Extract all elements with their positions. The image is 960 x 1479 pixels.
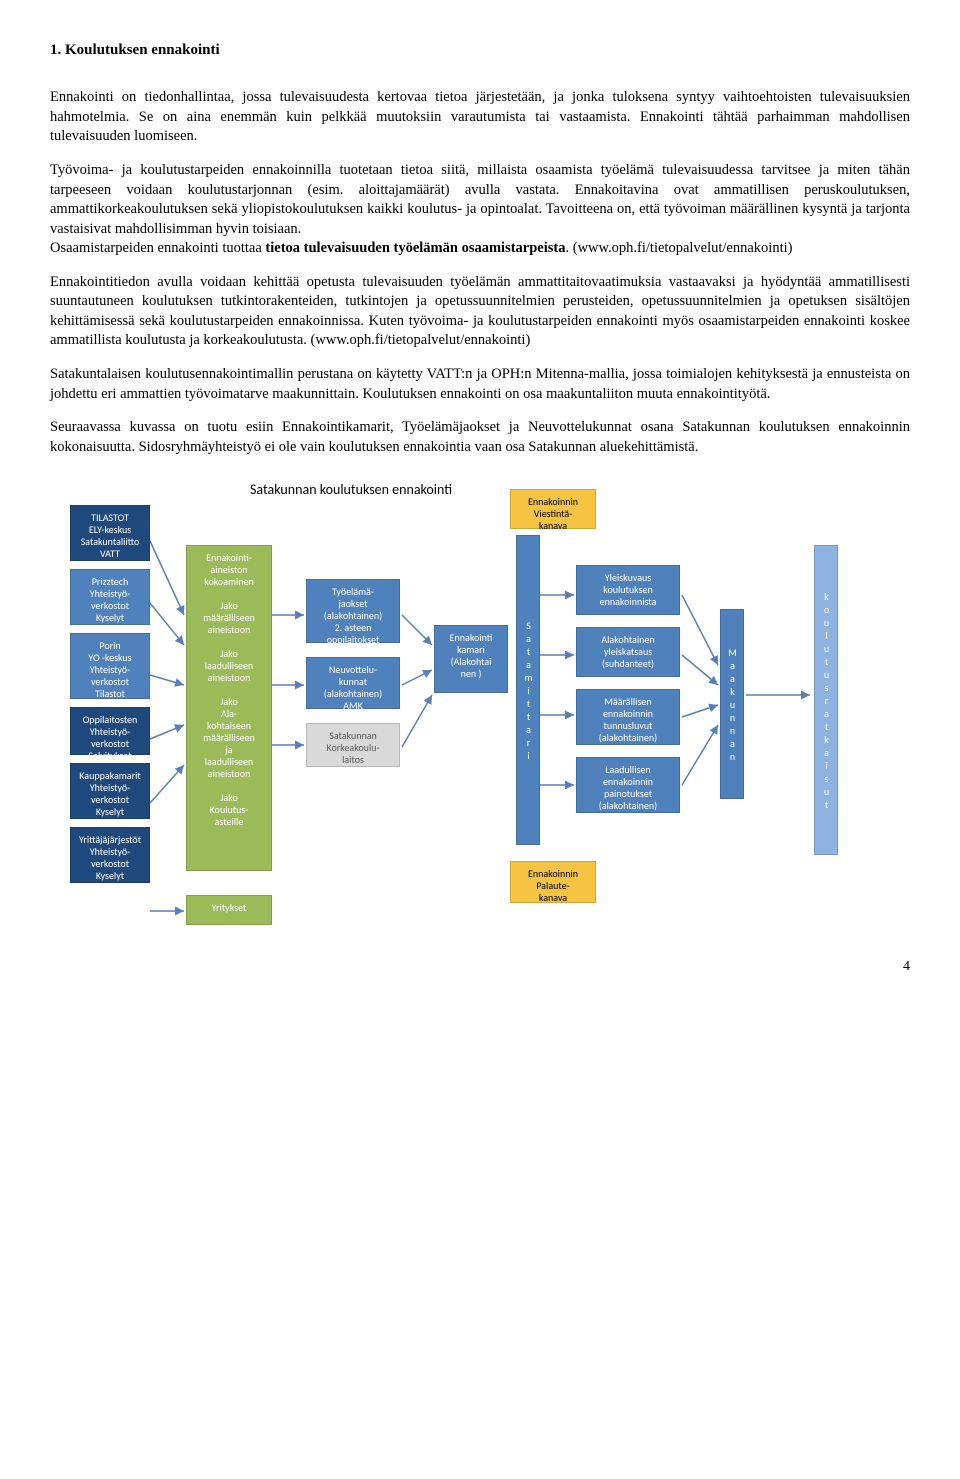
diagram-arrows — [50, 485, 910, 955]
diagram-node: Alakohtainenyleiskatsaus(suhdanteet) — [576, 627, 680, 677]
document-page: 1. Koulutuksen ennakointi Ennakointi on … — [0, 0, 960, 995]
page-title: 1. Koulutuksen ennakointi — [50, 40, 910, 60]
para-3-bold: tietoa tulevaisuuden työelämän osaamista… — [265, 240, 565, 256]
para-6: Seuraavassa kuvassa on tuotu esiin Ennak… — [50, 418, 910, 457]
para-5: Satakuntalaisen koulutusennakointimallin… — [50, 365, 910, 404]
col2-main-node: Ennakointi-aineistonkokoaminenJakomääräl… — [186, 545, 272, 871]
col2-bottom-node: Yritykset — [186, 895, 272, 925]
para-2: Työvoima- ja koulutustarpeiden ennakoinn… — [50, 161, 910, 259]
col4-kamari-node: Ennakointikamari(Alakohtainen ) — [434, 625, 508, 693]
diagram-title: Satakunnan koulutuksen ennakointi — [250, 481, 452, 500]
diagram-node: OppilaitostenYhteistyö-verkostotSelvityk… — [70, 707, 150, 755]
flowchart-diagram: Satakunnan koulutuksen ennakointi — [50, 485, 910, 955]
koulutusratkaisut-bar: koulutusratkaisut — [814, 545, 838, 855]
diagram-node: Yleiskuvauskoulutuksenennakoinnista — [576, 565, 680, 615]
para-1: Ennakointi on tiedonhallintaa, jossa tul… — [50, 88, 910, 147]
maakunnan-bar: Maakunnan — [720, 609, 744, 799]
viestintakanava-node: EnnakoinninViestintä-kanava — [510, 489, 596, 529]
diagram-node: KauppakamaritYhteistyö-verkostotKyselytS… — [70, 763, 150, 819]
para-2a: Työvoima- ja koulutustarpeiden ennakoinn… — [50, 162, 910, 237]
diagram-node: Määrällisenennakoinnintunnusluvut(alakoh… — [576, 689, 680, 745]
diagram-node: PrizztechYhteistyö-verkostotKyselytSelvi… — [70, 569, 150, 625]
para-4: Ennakointitiedon avulla voidaan kehittää… — [50, 273, 910, 351]
diagram-node: PorinYO -keskusYhteistyö-verkostotTilast… — [70, 633, 150, 699]
satamittari-bar: Satamittari — [516, 535, 540, 845]
diagram-node: TILASTOTELY-keskusSatakuntaliittoVATTOPH — [70, 505, 150, 561]
diagram-node: Neuvottelu-kunnat(alakohtainen)AMK — [306, 657, 400, 709]
palautekanava-node: EnnakoinninPalaute-kanava — [510, 861, 596, 903]
diagram-node: Työelämä-jaokset(alakohtainen)2. asteeno… — [306, 579, 400, 643]
para-3c: . (www.oph.fi/tietopalvelut/ennakointi) — [565, 240, 792, 256]
diagram-node: Laadullisenennakoinninpainotukset(alakoh… — [576, 757, 680, 813]
para-3a: Osaamistarpeiden ennakointi tuottaa — [50, 240, 265, 256]
diagram-node: YrittäjäjärjestötYhteistyö-verkostotKyse… — [70, 827, 150, 883]
diagram-node: SatakunnanKorkeakoulu-laitos — [306, 723, 400, 767]
page-number: 4 — [903, 958, 910, 977]
